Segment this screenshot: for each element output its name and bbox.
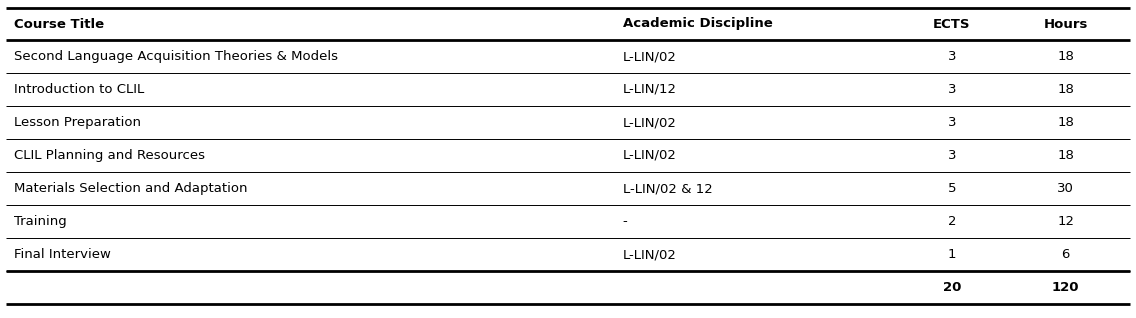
Text: 5: 5 xyxy=(947,182,957,195)
Text: 120: 120 xyxy=(1052,281,1079,294)
Text: 12: 12 xyxy=(1058,215,1074,228)
Text: -: - xyxy=(623,215,627,228)
Text: Training: Training xyxy=(14,215,66,228)
Text: 3: 3 xyxy=(947,83,957,96)
Text: L-LIN/12: L-LIN/12 xyxy=(623,83,677,96)
Text: 30: 30 xyxy=(1058,182,1074,195)
Text: Materials Selection and Adaptation: Materials Selection and Adaptation xyxy=(14,182,248,195)
Text: CLIL Planning and Resources: CLIL Planning and Resources xyxy=(14,149,204,162)
Text: Course Title: Course Title xyxy=(14,17,103,31)
Text: 18: 18 xyxy=(1058,83,1074,96)
Text: L-LIN/02: L-LIN/02 xyxy=(623,149,676,162)
Text: Academic Discipline: Academic Discipline xyxy=(623,17,772,31)
Text: L-LIN/02: L-LIN/02 xyxy=(623,50,676,63)
Text: Final Interview: Final Interview xyxy=(14,248,110,261)
Text: Hours: Hours xyxy=(1043,17,1088,31)
Text: L-LIN/02: L-LIN/02 xyxy=(623,116,676,129)
Text: 18: 18 xyxy=(1058,149,1074,162)
Text: 18: 18 xyxy=(1058,116,1074,129)
Text: 3: 3 xyxy=(947,149,957,162)
Text: L-LIN/02: L-LIN/02 xyxy=(623,248,676,261)
Text: 2: 2 xyxy=(947,215,957,228)
Text: 1: 1 xyxy=(947,248,957,261)
Text: Second Language Acquisition Theories & Models: Second Language Acquisition Theories & M… xyxy=(14,50,337,63)
Text: 18: 18 xyxy=(1058,50,1074,63)
Text: 20: 20 xyxy=(943,281,961,294)
Text: 3: 3 xyxy=(947,50,957,63)
Text: Lesson Preparation: Lesson Preparation xyxy=(14,116,141,129)
Text: ECTS: ECTS xyxy=(933,17,971,31)
Text: L-LIN/02 & 12: L-LIN/02 & 12 xyxy=(623,182,712,195)
Text: 3: 3 xyxy=(947,116,957,129)
Text: Introduction to CLIL: Introduction to CLIL xyxy=(14,83,144,96)
Text: 6: 6 xyxy=(1061,248,1070,261)
